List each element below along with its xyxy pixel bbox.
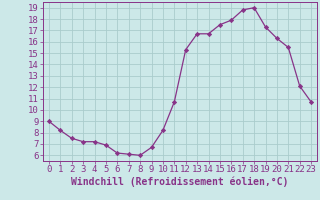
X-axis label: Windchill (Refroidissement éolien,°C): Windchill (Refroidissement éolien,°C) <box>71 177 289 187</box>
